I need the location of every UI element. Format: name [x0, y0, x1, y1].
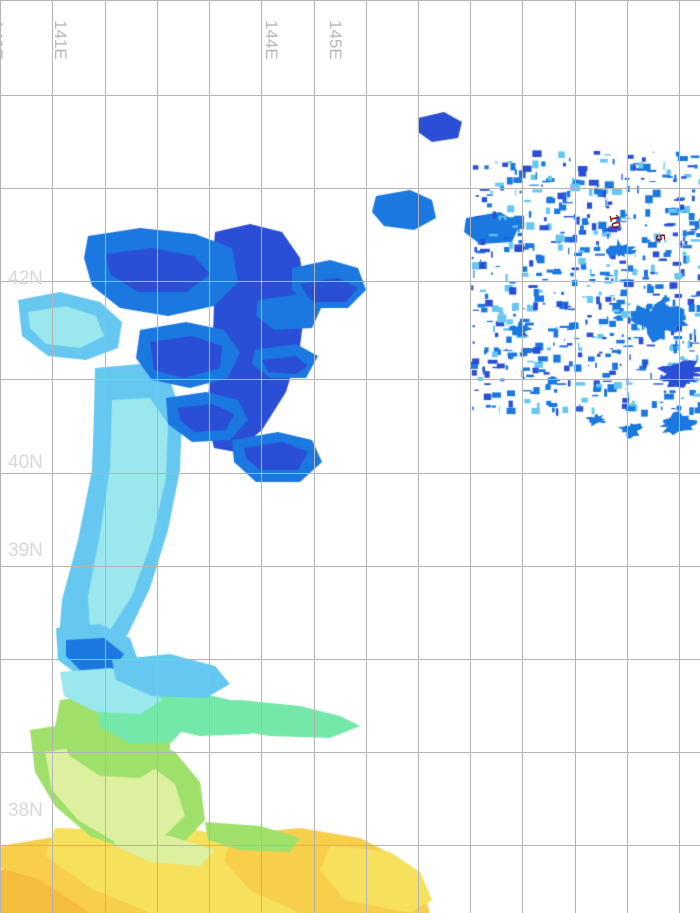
latitude-label-42n: 42N	[8, 268, 43, 289]
longitude-label-140e: 140E	[0, 20, 6, 60]
longitude-label-141e: 141E	[51, 20, 70, 60]
longitude-label-145e: 145E	[326, 20, 345, 60]
latitude-label-39n: 39N	[8, 540, 43, 561]
latitude-label-40n: 40N	[8, 452, 43, 473]
contour-label-10: 10	[606, 212, 625, 231]
latitude-label-38n: 38N	[8, 800, 43, 821]
longitude-label-144e: 144E	[262, 20, 281, 60]
